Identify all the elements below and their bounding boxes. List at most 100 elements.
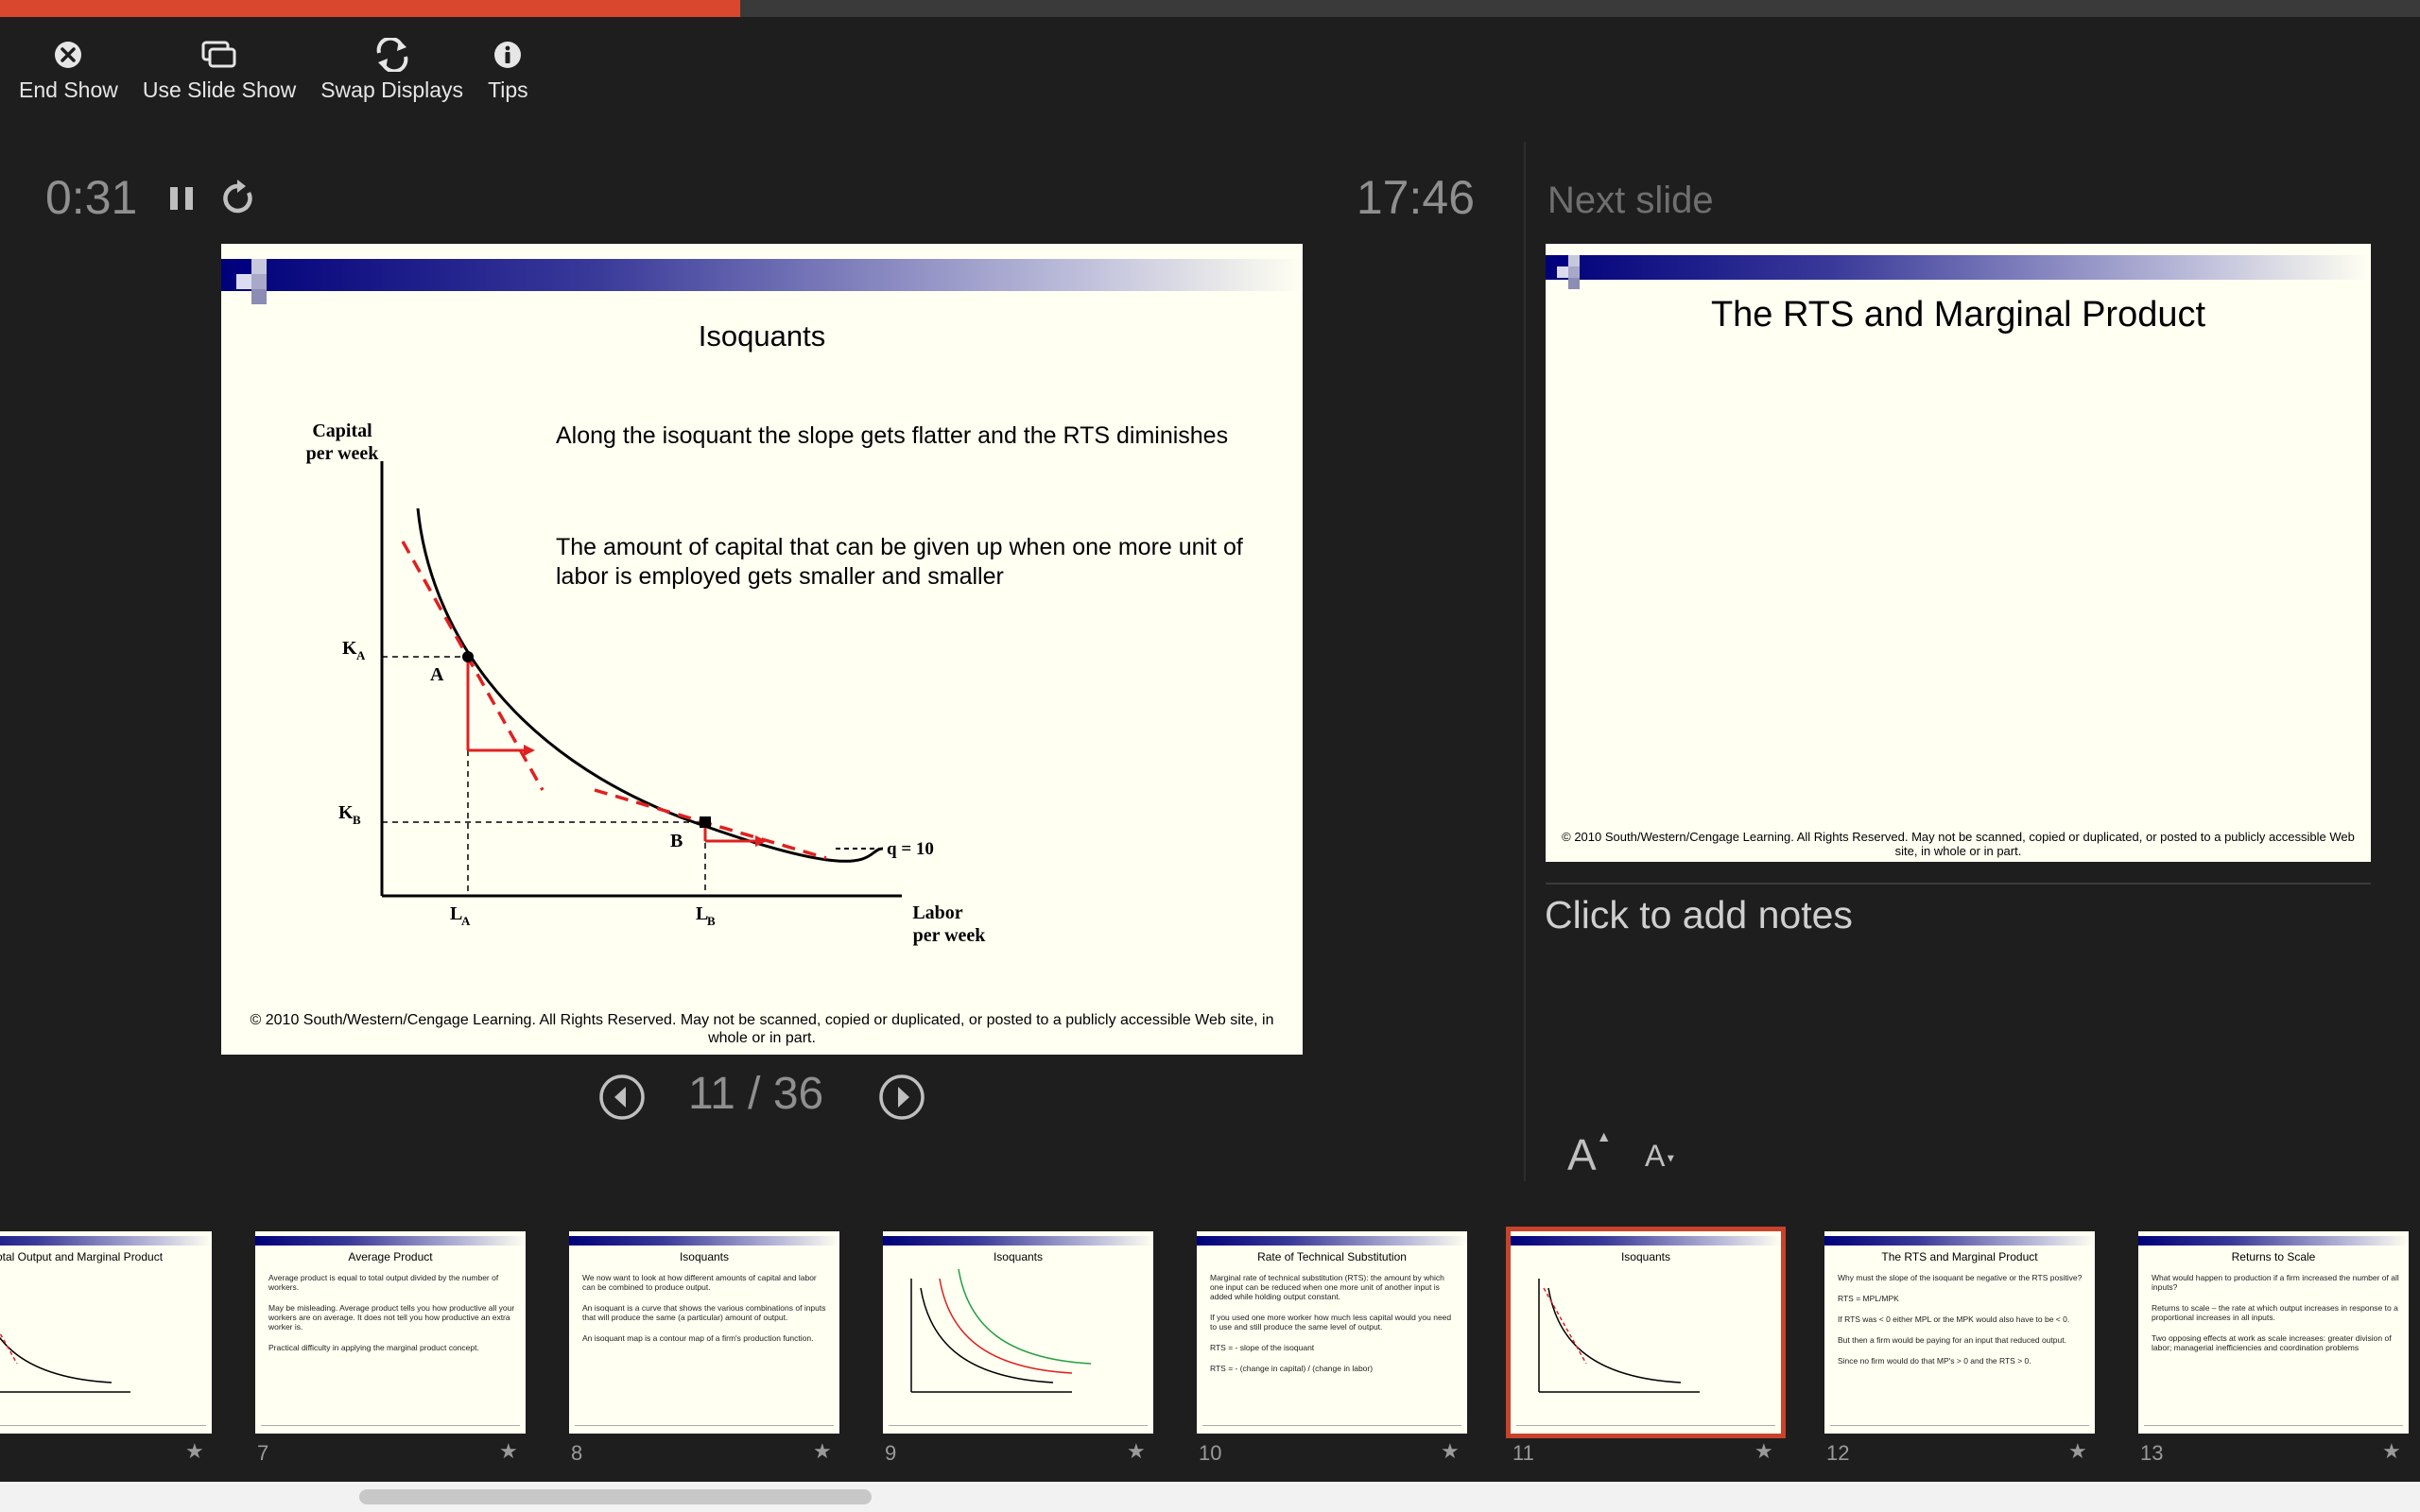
thumbnail-bullet: Returns to scale – the rate at which out…: [2152, 1303, 2398, 1322]
thumbnail-bullet: Average product is equal to total output…: [268, 1273, 499, 1292]
thumbnail-bullet: May be misleading. Average product tells…: [268, 1303, 515, 1332]
thumbnail-number: 11: [1512, 1441, 1534, 1465]
thumbnail-title: Isoquants: [1620, 1250, 1671, 1263]
lb-label: L: [696, 903, 708, 924]
close-circle-icon: [49, 36, 87, 74]
tips-label: Tips: [488, 77, 528, 102]
pause-button[interactable]: [164, 180, 202, 217]
use-slide-show-button[interactable]: Use Slide Show: [143, 36, 296, 103]
decrease-font-button[interactable]: A▼: [1645, 1139, 1677, 1173]
slide-thumbnail-strip[interactable]: Total Output and Marginal Product ★ Averag…: [0, 1226, 2420, 1471]
slide-thumbnail[interactable]: Total Output and Marginal Product: [0, 1231, 212, 1434]
la-sub: A: [461, 914, 471, 928]
thumbnail-bullet: RTS = MPL/MPK: [1838, 1294, 1899, 1303]
y-axis-label-1: Capital: [312, 421, 372, 441]
thumbnail-number: 9: [885, 1441, 897, 1465]
slide-bullet-1: Along the isoquant the slope gets flatte…: [556, 422, 1229, 449]
tangent-a: [401, 541, 544, 791]
swap-displays-label: Swap Displays: [320, 77, 464, 102]
increase-font-button[interactable]: A▲: [1567, 1129, 1612, 1179]
star-icon: ★: [1127, 1439, 1146, 1463]
thumbnail-scrollbar-thumb[interactable]: [359, 1489, 872, 1504]
thumbnail-banner: [255, 1236, 526, 1246]
speaker-notes-field[interactable]: Click to add notes: [1545, 893, 1853, 936]
thumbnail-bullet: An isoquant map is a contour map of a fi…: [582, 1333, 814, 1343]
next-slide-button[interactable]: [877, 1073, 926, 1122]
swap-icon: [373, 36, 411, 74]
slide-thumbnail[interactable]: Returns to Scale What would happen to pro…: [2138, 1231, 2409, 1434]
slides-icon: [200, 36, 238, 74]
thumbnail-title: Average Product: [348, 1250, 433, 1263]
current-time-clock: 17:46: [1356, 171, 1475, 224]
slide-logo-squares: [236, 259, 267, 304]
thumbnail-number: 7: [257, 1441, 269, 1465]
star-icon: ★: [813, 1439, 832, 1463]
use-slide-show-label: Use Slide Show: [142, 77, 297, 102]
thumbnail-body: What would happen to production if a fir…: [2152, 1273, 2399, 1364]
y-axis-label-2: per week: [306, 443, 380, 464]
reset-timer-button[interactable]: [219, 180, 257, 217]
slide-thumbnail[interactable]: Isoquants: [883, 1231, 1153, 1434]
slide-counter: 11 / 36: [688, 1069, 824, 1119]
kb-label: K: [338, 802, 354, 823]
thumbnail-bullet: What would happen to production if a fir…: [2152, 1273, 2399, 1292]
next-slide-logo-squares: [1557, 255, 1580, 289]
thumbnail-footer: [261, 1425, 520, 1430]
next-slide-banner: [1546, 255, 2371, 280]
slide-copyright: © 2010 South/Western/Cengage Learning. A…: [250, 1012, 1274, 1046]
next-slide-copyright: © 2010 South/Western/Cengage Learning. A…: [1562, 830, 2355, 858]
thumbnail-body: Average product is equal to total output…: [268, 1273, 516, 1364]
slide-thumbnail[interactable]: Isoquants We now want to look at how diff…: [569, 1231, 839, 1434]
curve-label: q = 10: [887, 839, 934, 859]
thumbnail-title: Total Output and Marginal Product: [0, 1250, 164, 1263]
tips-button[interactable]: Tips: [488, 36, 528, 103]
restart-icon: [223, 180, 252, 214]
slide-thumbnail[interactable]: Isoquants: [1506, 1227, 1786, 1438]
thumbnail-graph: [910, 1268, 1092, 1393]
slide-bullet-2: The amount of capital that can be given …: [556, 534, 1243, 590]
thumbnail-body: Why must the slope of the isoquant be ne…: [1838, 1273, 2085, 1377]
current-slide[interactable]: Isoquants Along the isoquant the slope g…: [221, 244, 1303, 1055]
notes-divider: [1546, 883, 2371, 885]
thumbnail-footer: [1830, 1425, 2089, 1430]
elapsed-timer: 0:31: [45, 171, 138, 224]
slide-thumbnail[interactable]: Average Product Average product is equal …: [255, 1231, 526, 1434]
thumbnail-banner: [1197, 1236, 1467, 1246]
star-icon: ★: [499, 1439, 518, 1463]
end-show-label: End Show: [19, 77, 118, 102]
thumbnail-banner: [883, 1236, 1153, 1246]
thumbnail-footer: [889, 1425, 1148, 1430]
end-show-button[interactable]: End Show: [19, 36, 118, 103]
next-slide-label: Next slide: [1547, 180, 1714, 221]
star-icon: ★: [2382, 1439, 2401, 1463]
point-b-marker: [700, 816, 711, 828]
point-a-label: A: [430, 664, 444, 685]
previous-slide-button[interactable]: [597, 1073, 647, 1122]
star-icon: ★: [1754, 1439, 1773, 1463]
star-icon: ★: [2068, 1439, 2087, 1463]
star-icon: ★: [185, 1439, 204, 1463]
thumbnail-bullet: An isoquant is a curve that shows the va…: [582, 1303, 826, 1322]
ka-sub: A: [356, 648, 366, 662]
thumbnail-bullet: Practical difficulty in applying the mar…: [268, 1343, 479, 1352]
increase-font-icon: A: [1567, 1130, 1597, 1179]
decrease-font-icon: A: [1645, 1139, 1666, 1173]
slide-thumbnail[interactable]: Rate of Technical Substitution Marginal r…: [1197, 1231, 1467, 1434]
thumbnail-banner: [1511, 1236, 1781, 1246]
thumbnail-bullet: Why must the slope of the isoquant be ne…: [1838, 1273, 2083, 1282]
pause-icon: [170, 187, 193, 210]
slide-title: Isoquants: [698, 319, 826, 352]
next-slide-preview[interactable]: The RTS and Marginal Product © 2010 Sout…: [1546, 244, 2371, 862]
thumbnail-bullet: RTS = - (change in capital) / (change in…: [1210, 1364, 1374, 1373]
x-axis-label-1: Labor: [912, 902, 962, 923]
thumbnail-title: Returns to Scale: [2231, 1250, 2316, 1263]
slide-thumbnail[interactable]: The RTS and Marginal Product Why must the…: [1824, 1231, 2095, 1434]
thumbnail-number: 12: [1826, 1441, 1850, 1465]
lb-sub: B: [707, 914, 716, 928]
pane-divider[interactable]: [1524, 142, 1526, 1181]
isoquant-graph: Capital per week Labor per week K A K B …: [306, 421, 987, 946]
thumbnail-title: The RTS and Marginal Product: [1881, 1250, 2038, 1263]
thumbnail-body: We now want to look at how different amo…: [582, 1273, 830, 1354]
swap-displays-button[interactable]: Swap Displays: [320, 36, 463, 103]
point-a-marker: [462, 651, 474, 662]
